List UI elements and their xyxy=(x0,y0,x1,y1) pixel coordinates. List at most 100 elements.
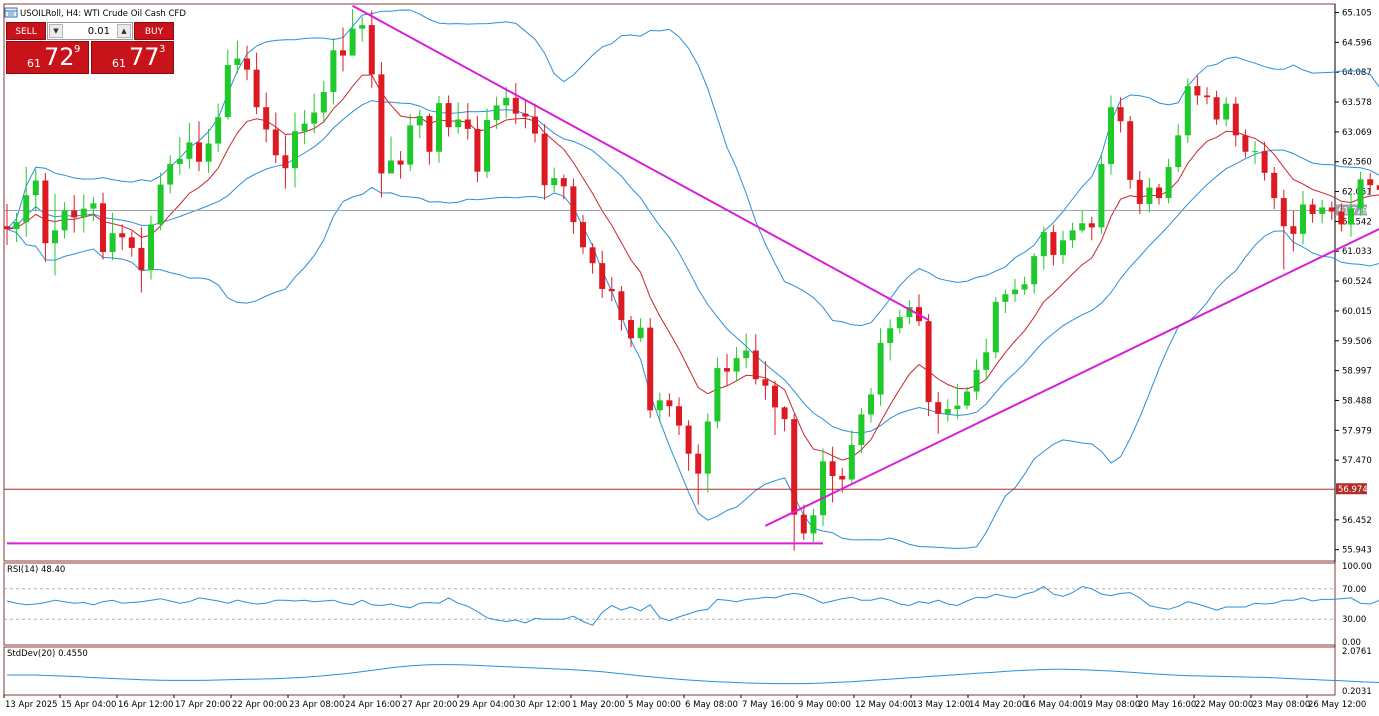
candle-body xyxy=(1338,211,1345,225)
candle-body xyxy=(570,186,577,223)
time-tick-label: 29 Apr 04:00 xyxy=(459,700,514,710)
buy-button[interactable]: BUY xyxy=(134,22,174,40)
lot-size-value[interactable]: 0.01 xyxy=(87,26,110,37)
candle-body xyxy=(52,230,58,244)
candle-body xyxy=(992,301,999,353)
price-tick-label: 55.943 xyxy=(1342,546,1372,556)
window-menu-icon[interactable] xyxy=(4,7,18,18)
candle-body xyxy=(330,50,337,92)
candle-body xyxy=(1367,179,1374,186)
candle-body xyxy=(1194,86,1201,96)
candle-body xyxy=(781,407,788,420)
time-tick-label: 9 May 00:00 xyxy=(798,700,851,710)
candle-body xyxy=(532,116,538,134)
stddev-tick-label: 2.0761 xyxy=(1342,647,1372,657)
time-tick-label: 13 May 12:00 xyxy=(912,700,970,710)
sell-price-button[interactable]: 61 72 9 xyxy=(6,41,89,74)
candle-body xyxy=(810,515,817,534)
candle-body xyxy=(829,461,836,476)
candle-body xyxy=(157,184,164,225)
time-tick-label: 12 May 04:00 xyxy=(855,700,913,710)
candle-body xyxy=(455,119,462,128)
candle-body xyxy=(1098,164,1105,228)
candle-body xyxy=(1012,289,1018,295)
candle-body xyxy=(474,128,481,172)
time-tick-label: 1 May 20:00 xyxy=(572,700,625,710)
candle-body xyxy=(1156,187,1162,199)
time-tick-label: 16 May 04:00 xyxy=(1025,700,1083,710)
candle-body xyxy=(599,263,606,289)
candle-body xyxy=(1204,95,1210,98)
time-tick-label: 20 May 16:00 xyxy=(1138,700,1196,710)
candle-body xyxy=(407,125,414,165)
candle-body xyxy=(176,158,183,165)
price-tick-label: 63.069 xyxy=(1342,128,1372,138)
candle-body xyxy=(820,461,826,516)
candle-body xyxy=(426,115,433,152)
candle-body xyxy=(772,385,778,408)
time-tick-label: 14 May 20:00 xyxy=(969,700,1027,710)
candle-body xyxy=(1079,223,1086,231)
candle-body xyxy=(196,142,202,162)
candle-body xyxy=(1319,207,1326,214)
candle-body xyxy=(925,321,932,403)
price-tick-label: 59.506 xyxy=(1342,337,1372,347)
candle-body xyxy=(13,222,20,230)
candle-body xyxy=(349,28,356,56)
price-tick-label: 58.488 xyxy=(1342,396,1372,406)
candle-body xyxy=(512,97,519,114)
candle-body xyxy=(1223,103,1230,120)
candle-body xyxy=(1252,151,1258,153)
candle-body xyxy=(1002,294,1009,302)
bollinger-lower-band xyxy=(6,186,1379,549)
lot-size-field[interactable]: ▼ 0.01 ▲ xyxy=(47,22,133,40)
candle-body xyxy=(1300,204,1306,234)
time-tick-label: 30 Apr 12:00 xyxy=(515,700,570,710)
lot-increase-icon[interactable]: ▲ xyxy=(117,24,131,38)
candle-body xyxy=(896,317,903,329)
price-tick-label: 57.470 xyxy=(1342,456,1372,466)
candle-body xyxy=(906,307,913,318)
candle-body xyxy=(1050,232,1057,255)
candle-body xyxy=(647,327,654,411)
candle-body xyxy=(282,155,289,169)
price-tick-label: 62.051 xyxy=(1342,188,1372,198)
candle-body xyxy=(551,178,558,186)
candle-body xyxy=(1261,151,1268,173)
one-click-trading-panel: SELL ▼ 0.01 ▲ BUY 61 72 9 61 77 3 xyxy=(6,22,174,74)
candle-body xyxy=(378,74,385,174)
candle-body xyxy=(138,247,145,271)
candle-body xyxy=(1117,107,1124,122)
candle-body xyxy=(272,129,279,156)
time-tick-label: 26 May 12:00 xyxy=(1308,700,1366,710)
sell-price-main: 72 xyxy=(44,43,75,71)
price-tick-label: 61.542 xyxy=(1342,217,1372,227)
candle-body xyxy=(656,400,663,411)
candle-body xyxy=(464,119,471,129)
price-tick-label: 65.105 xyxy=(1342,9,1372,19)
candle-body xyxy=(541,133,548,186)
candle-body xyxy=(397,160,404,165)
buy-price-button[interactable]: 61 77 3 xyxy=(91,41,174,74)
candle-body xyxy=(1309,204,1316,214)
lot-decrease-icon[interactable]: ▼ xyxy=(49,24,63,38)
candle-body xyxy=(320,91,327,113)
candle-body xyxy=(1280,198,1287,227)
candle-body xyxy=(340,50,346,56)
candle-body xyxy=(1021,284,1028,290)
sell-button[interactable]: SELL xyxy=(6,22,46,40)
candle-body xyxy=(1088,223,1095,228)
candle-body xyxy=(877,342,884,395)
candle-body xyxy=(666,400,673,407)
candle-body xyxy=(685,425,692,454)
candle-body xyxy=(1290,226,1297,234)
candle-body xyxy=(1357,179,1364,209)
price-tick-label: 60.015 xyxy=(1342,307,1372,317)
buy-price-prefix: 61 xyxy=(112,57,126,70)
trendline xyxy=(764,227,1379,527)
candle-body xyxy=(416,115,423,126)
symbol-title: USOILRoll, H4: WTI Crude Oil Cash CFD xyxy=(20,9,186,19)
candle-body xyxy=(186,142,193,159)
